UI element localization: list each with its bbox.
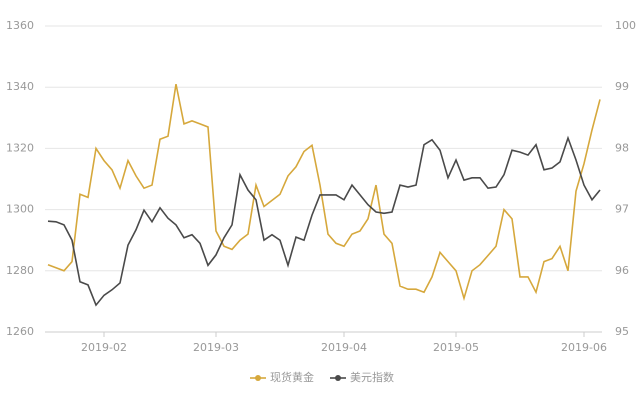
series-line bbox=[47, 135, 601, 307]
legend-dot bbox=[335, 375, 341, 381]
x-tick-label: 2019-05 bbox=[433, 341, 479, 354]
y2-tick-label: 97 bbox=[615, 203, 629, 216]
y2-tick-label: 99 bbox=[615, 80, 629, 93]
legend-label: 现货黄金 bbox=[270, 370, 314, 384]
y-tick-label: 1300 bbox=[6, 203, 34, 216]
x-tick-label: 2019-03 bbox=[193, 341, 239, 354]
y-tick-label: 1340 bbox=[6, 80, 34, 93]
y2-tick-label: 98 bbox=[615, 141, 629, 154]
x-tick-label: 2019-04 bbox=[321, 341, 367, 354]
legend-dot bbox=[255, 375, 261, 381]
y-tick-label: 1260 bbox=[6, 325, 34, 338]
y-tick-label: 1360 bbox=[6, 19, 34, 32]
y-tick-label: 1320 bbox=[6, 141, 34, 154]
y-tick-label: 1280 bbox=[6, 264, 34, 277]
x-tick-label: 2019-02 bbox=[81, 341, 127, 354]
series-line bbox=[47, 83, 601, 302]
x-tick-label: 2019-06 bbox=[561, 341, 607, 354]
y2-tick-label: 95 bbox=[615, 325, 629, 338]
legend-label: 美元指数 bbox=[350, 370, 394, 384]
y2-tick-label: 96 bbox=[615, 264, 629, 277]
y2-tick-label: 100 bbox=[615, 19, 636, 32]
